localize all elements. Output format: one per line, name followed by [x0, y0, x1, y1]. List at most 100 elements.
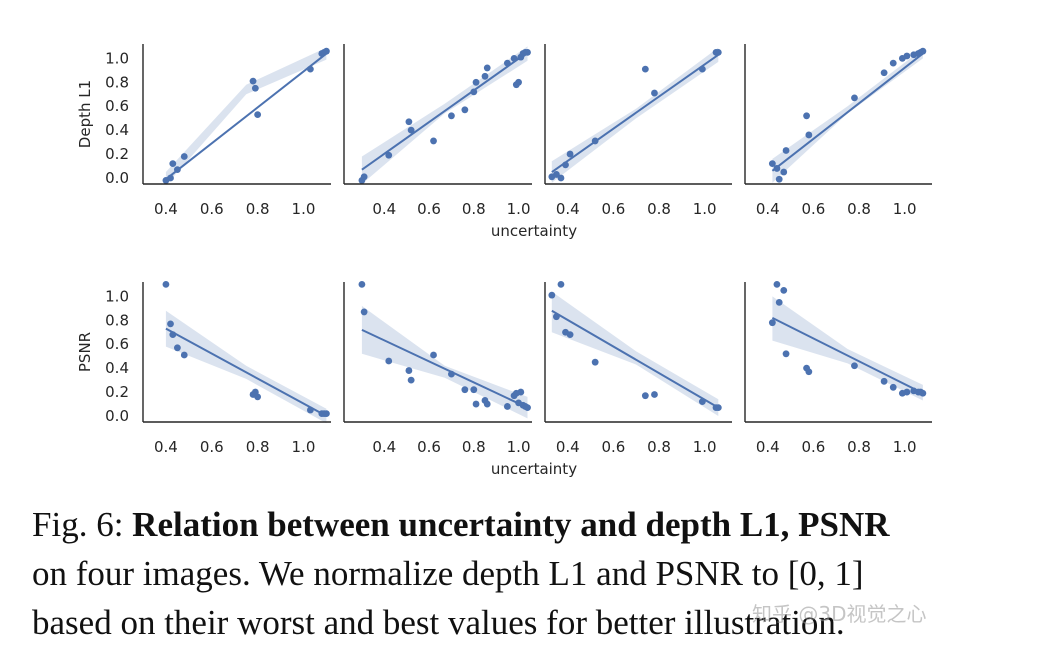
data-point: [472, 78, 480, 86]
caption-bold-title: Relation between uncertainty and depth L…: [132, 505, 890, 544]
x-tick-label: 0.4: [556, 438, 580, 456]
panel-top-2: 0.4 0.6 0.8 1.0 uncertainty: [343, 44, 577, 240]
data-point: [698, 398, 706, 406]
data-point: [851, 362, 858, 370]
data-point: [851, 94, 858, 102]
x-tick-label: 0.6: [801, 200, 825, 218]
y-axis-label: PSNR: [76, 332, 94, 372]
data-point: [773, 165, 781, 172]
data-point: [254, 393, 262, 401]
data-point: [430, 137, 437, 145]
data-point: [470, 88, 478, 96]
x-tick-label: 0.6: [601, 200, 625, 218]
x-tick-label: 0.8: [647, 438, 671, 456]
y-tick-label: 1.0: [105, 49, 129, 67]
data-point: [641, 65, 649, 73]
x-tick-label: 0.8: [647, 200, 671, 218]
data-point: [481, 72, 489, 80]
x-tick-label: 0.4: [756, 200, 780, 218]
data-point: [775, 298, 783, 306]
data-point: [472, 400, 480, 408]
figure-grid: 0.4 0.6 0.8 1.0 0.0 0.2 0.4 0.6 0.8 1.0 Depth L1 0.…: [76, 44, 932, 478]
data-point: [524, 404, 531, 412]
data-point: [919, 47, 927, 55]
x-tick-label: 0.4: [756, 438, 780, 456]
x-tick-label: 0.8: [462, 438, 486, 456]
data-point: [407, 126, 415, 134]
data-point: [254, 111, 262, 118]
data-point: [775, 175, 783, 183]
regression-line: [165, 52, 328, 181]
data-point: [553, 313, 560, 321]
regression-line: [771, 317, 924, 395]
x-tick-label: 0.4: [556, 200, 580, 218]
y-tick-label: 0.0: [105, 169, 129, 187]
x-tick-label: 1.0: [507, 438, 531, 456]
data-point: [903, 388, 911, 396]
data-point: [524, 48, 531, 56]
y-tick-label: 0.0: [105, 407, 129, 425]
data-point: [448, 112, 455, 120]
data-point: [358, 280, 366, 288]
x-tick-label: 0.4: [372, 200, 396, 218]
data-point: [430, 351, 437, 359]
data-point: [360, 173, 368, 181]
data-point: [249, 77, 257, 85]
panel-top-3: 0.4 0.6 0.8 1.0: [544, 44, 732, 218]
x-tick-label: 0.4: [154, 200, 178, 218]
data-point: [180, 351, 188, 359]
y-axis-label: Depth L1: [76, 80, 94, 148]
data-point: [714, 48, 722, 56]
data-point: [385, 151, 393, 159]
x-tick-label: 0.6: [200, 438, 224, 456]
caption-math: [0, 1]: [787, 554, 864, 593]
data-point: [306, 65, 314, 73]
confidence-band: [361, 305, 528, 419]
data-point: [385, 357, 393, 365]
data-point: [889, 59, 897, 67]
data-point: [470, 386, 478, 394]
data-point: [880, 377, 888, 385]
data-point: [323, 47, 330, 55]
panel-top-4: 0.4 0.6 0.8 1.0: [744, 44, 932, 218]
confidence-band: [551, 47, 719, 183]
data-point: [323, 410, 330, 418]
data-point: [805, 368, 813, 376]
data-point: [360, 308, 368, 316]
regression-line: [551, 53, 719, 173]
panel-bottom-1: 0.4 0.6 0.8 1.0 0.0 0.2 0.4 0.6 0.8 1.0 PSNR: [76, 280, 331, 456]
confidence-band: [772, 296, 923, 401]
data-point: [782, 350, 790, 358]
regression-line: [165, 327, 327, 417]
data-point: [461, 106, 469, 114]
confidence-band: [772, 48, 923, 183]
x-tick-label: 0.6: [801, 438, 825, 456]
data-point: [169, 160, 177, 168]
x-tick-label: 0.6: [601, 438, 625, 456]
y-tick-label: 0.8: [105, 73, 129, 91]
data-point: [919, 389, 927, 397]
data-point: [510, 54, 518, 62]
x-tick-label: 1.0: [893, 438, 917, 456]
x-tick-label: 0.8: [847, 200, 871, 218]
panel-bottom-4: 0.4 0.6 0.8 1.0: [744, 280, 932, 456]
data-point: [641, 392, 649, 400]
data-point: [517, 388, 525, 396]
data-point: [173, 166, 181, 174]
data-point: [162, 280, 170, 288]
data-point: [515, 78, 522, 86]
data-point: [167, 320, 174, 328]
data-point: [461, 386, 469, 394]
x-axis-label: uncertainty: [491, 460, 577, 478]
x-tick-label: 0.4: [372, 438, 396, 456]
x-tick-label: 0.6: [417, 438, 441, 456]
y-tick-label: 0.2: [105, 145, 129, 163]
panel-bottom-2: 0.4 0.6 0.8 1.0 uncertainty: [343, 280, 577, 478]
data-point: [889, 383, 897, 391]
data-point: [698, 65, 706, 73]
watermark: 知乎 @3D视觉之心: [752, 602, 927, 626]
data-point: [773, 280, 781, 288]
data-point: [448, 370, 455, 378]
y-tick-label: 0.6: [105, 97, 129, 115]
data-point: [880, 69, 888, 77]
